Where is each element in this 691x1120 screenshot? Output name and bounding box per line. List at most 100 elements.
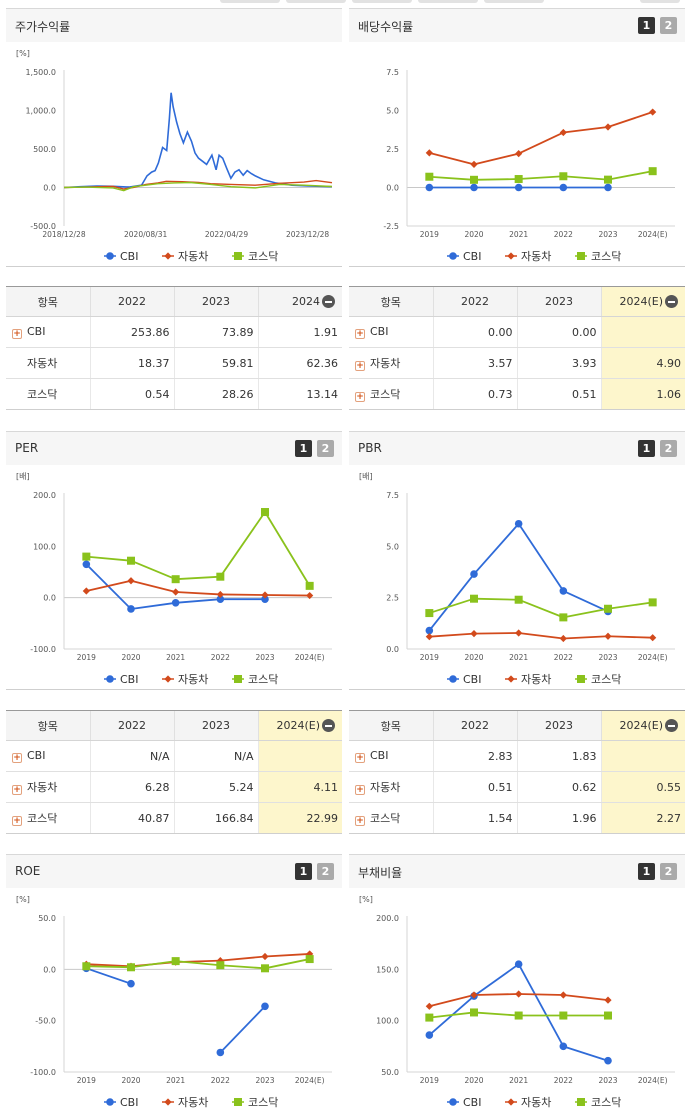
series-line-코스닥 [264,511,311,587]
row-name: 코스닥 [27,812,58,825]
legend-label-0: CBI [120,250,138,263]
col-header-2023: 2023 [173,710,258,741]
expand-icon[interactable]: + [12,816,22,826]
table-row: + CBI 2.83 1.83 [349,740,685,772]
data-point-CBI [216,1048,225,1057]
series-line-자동차 [86,963,132,968]
panel-title: PBR [358,441,382,455]
expand-icon[interactable]: + [355,361,365,371]
view-2-button[interactable]: 2 [317,440,334,457]
y-tick-label: 0.0 [43,594,56,603]
expand-icon[interactable]: + [355,753,365,763]
series-line-자동차 [429,994,475,1008]
legend-marker-1 [164,1098,172,1106]
data-point-코스닥 [559,1011,568,1020]
data-point-CBI [514,183,523,192]
top-scroll-strip [0,0,691,4]
col-header-2022: 2022 [432,710,517,741]
panel-divider [349,689,685,690]
col-header-2024e: 2024(E) [600,710,685,741]
series-line-자동차 [429,151,475,166]
view-1-button[interactable]: 1 [638,863,655,880]
view-1-button[interactable]: 1 [638,17,655,34]
expand-icon[interactable]: + [355,785,365,795]
data-point-자동차 [172,588,180,596]
expand-icon[interactable]: + [355,816,365,826]
data-point-코스닥 [305,581,314,590]
panel-header: PER 1 2 [6,431,342,465]
legend-marker-2 [234,252,242,260]
expand-icon[interactable]: + [355,392,365,402]
expand-icon[interactable]: + [12,753,22,763]
series-line-자동차 [607,635,653,639]
legend-marker-1 [507,252,515,260]
data-point-코스닥 [127,963,135,972]
per-table: 항목 2022 2023 2024(E) + CBI N/A N/A + 자동차 6… [6,710,342,834]
series-line-자동차 [518,993,564,996]
series-line-CBI [473,523,520,575]
legend-marker-2 [577,1098,585,1106]
debt-ratio-panel: 부채비율 1 2 [%] 200.0 150.0 100.0 50.0 2019 2020 2… [349,854,685,1112]
series-line-자동차 [175,591,221,596]
cell: 0.54 [89,378,174,410]
view-1-button[interactable]: 1 [295,440,312,457]
x-tick-label: 2021 [166,1076,185,1085]
view-2-button[interactable]: 2 [317,863,334,880]
series-line-코스닥 [607,170,653,181]
cell: 28.26 [173,378,258,410]
stock-return-panel: 주가수익률 [%] 1,500.0 1,000.0 500.0 0.0 -500.0 201… [6,8,342,267]
legend-marker-1 [507,675,515,683]
collapse-icon[interactable] [322,295,335,308]
view-1-button[interactable]: 1 [295,863,312,880]
data-point-CBI [470,183,478,192]
collapse-icon[interactable] [322,719,335,732]
y-tick-label: -100.0 [30,1068,56,1077]
dividend-yield-panel: 배당수익률 1 2 7.5 5.0 2.5 0.0 -2.5 2019 2020 2021 20… [349,8,685,267]
cell: 3.57 [432,347,517,379]
x-tick-label: 2019 [420,653,439,662]
collapse-icon[interactable] [665,719,678,732]
cell: 0.73 [432,378,517,410]
series-line-코스닥 [86,555,132,562]
legend-marker-0 [106,675,114,683]
view-1-button[interactable]: 1 [638,440,655,457]
data-point-CBI [559,183,568,192]
col-header-item: 항목 [349,286,433,317]
view-2-button[interactable]: 2 [660,863,677,880]
data-point-코스닥 [127,556,135,565]
data-point-CBI [261,1002,269,1011]
data-point-자동차 [604,123,612,131]
expand-icon[interactable]: + [12,785,22,795]
series-line-자동차 [563,635,609,640]
unit-label: [배] [16,472,30,481]
data-point-자동차 [470,160,478,168]
x-tick-label: 2024(E) [638,230,668,239]
y-tick-label: 0.0 [43,965,56,974]
roe-chart: [%] 50.0 0.0 -50.0 -100.0 2019 2020 2021 2022 202… [16,895,332,1109]
collapse-icon[interactable] [665,295,678,308]
data-point-코스닥 [514,595,523,604]
cell: 2.83 [432,740,517,772]
panel-header: ROE 1 2 [6,854,342,888]
legend-label-1: 자동차 [178,1096,208,1109]
series-line-코스닥 [264,958,310,970]
legend-marker-1 [507,1098,515,1106]
series-line-자동차 [429,632,475,638]
legend-label-0: CBI [463,673,481,686]
data-point-코스닥 [470,175,478,184]
series-line-코스닥 [86,965,132,969]
data-point-CBI [425,183,434,192]
pbr-panel: PBR 1 2 [배] 7.5 5.0 2.5 0.0 2019 2020 2021 2022 2… [349,431,685,690]
x-tick-label: 2021 [509,230,528,239]
expand-icon[interactable]: + [12,329,22,339]
view-2-button[interactable]: 2 [660,17,677,34]
panel-title: 주가수익률 [15,20,71,34]
view-2-button[interactable]: 2 [660,440,677,457]
data-point-코스닥 [171,957,180,966]
data-point-CBI [470,570,478,578]
y-tick-label: 7.5 [386,491,399,500]
series-line-코스닥 [518,175,564,180]
expand-icon[interactable]: + [355,329,365,339]
series-line-코스닥 [175,575,221,581]
x-tick-label: 2023 [255,653,274,662]
